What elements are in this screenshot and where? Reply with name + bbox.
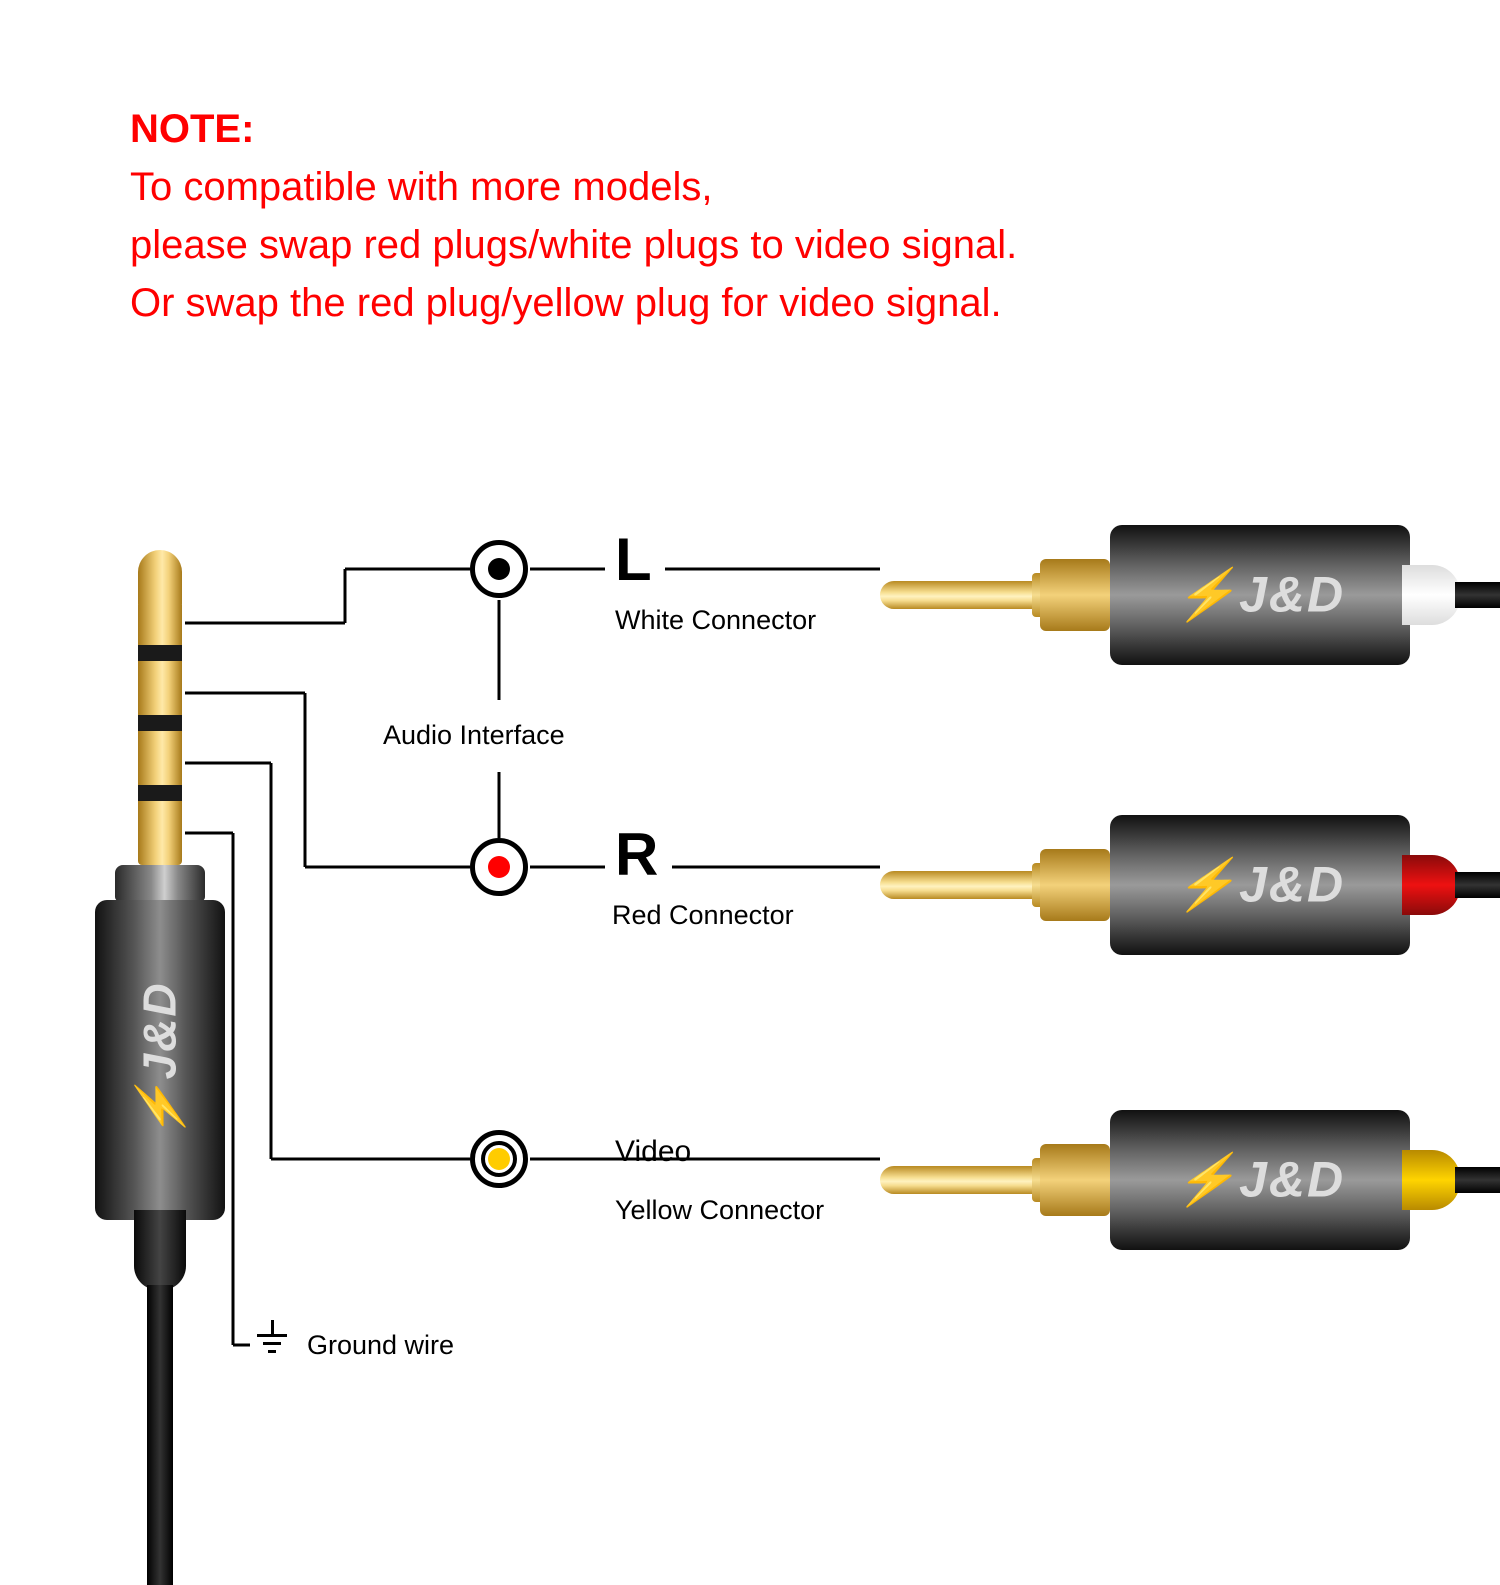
label-ground-wire: Ground wire (307, 1330, 454, 1361)
jack-shaft (138, 605, 182, 865)
jack-collar (115, 865, 205, 901)
jack-cable (147, 1285, 173, 1585)
ground-symbol-icon (253, 1320, 291, 1360)
jack-ring-3 (138, 785, 182, 801)
label-video: Video (615, 1135, 691, 1169)
note-title: NOTE: (130, 100, 1017, 158)
rca-pin-icon (880, 1166, 1040, 1194)
label-yellow-connector: Yellow Connector (615, 1195, 824, 1226)
jack-body: ⚡J&D (95, 900, 225, 1220)
right-channel-symbol-icon (470, 838, 528, 896)
rca-plug-white: ⚡J&D (880, 525, 1500, 665)
left-channel-symbol-icon (470, 540, 528, 598)
label-L: L (615, 525, 652, 594)
jack-ring-2 (138, 715, 182, 731)
brand-logo: ⚡J&D (1175, 566, 1345, 625)
rca-body: ⚡J&D (1110, 525, 1410, 665)
rca-sleeve (1040, 559, 1110, 631)
rca-pin-icon (880, 871, 1040, 899)
rca-strain-relief-white (1402, 565, 1460, 625)
rca-sleeve (1040, 1144, 1110, 1216)
note-line-3: Or swap the red plug/yellow plug for vid… (130, 274, 1017, 332)
rca-body: ⚡J&D (1110, 1110, 1410, 1250)
note-block: NOTE: To compatible with more models, pl… (130, 100, 1017, 332)
rca-sleeve (1040, 849, 1110, 921)
brand-logo: ⚡J&D (133, 981, 188, 1138)
label-red-connector: Red Connector (612, 900, 794, 931)
label-R: R (615, 820, 658, 889)
jack-ring-1 (138, 645, 182, 661)
rca-plug-red: ⚡J&D (880, 815, 1500, 955)
note-line-2: please swap red plugs/white plugs to vid… (130, 216, 1017, 274)
trrs-jack: ⚡J&D (95, 550, 225, 1310)
rca-plug-yellow: ⚡J&D (880, 1110, 1500, 1250)
jack-tip-icon (138, 550, 182, 610)
brand-logo: ⚡J&D (1175, 1151, 1345, 1210)
jack-strain-relief (134, 1210, 186, 1290)
brand-logo: ⚡J&D (1175, 856, 1345, 915)
note-line-1: To compatible with more models, (130, 158, 1017, 216)
rca-cable (1455, 582, 1500, 608)
label-white-connector: White Connector (615, 605, 816, 636)
rca-cable (1455, 1167, 1500, 1193)
rca-cable (1455, 872, 1500, 898)
video-channel-symbol-icon (470, 1130, 528, 1188)
rca-pin-icon (880, 581, 1040, 609)
rca-body: ⚡J&D (1110, 815, 1410, 955)
rca-strain-relief-yellow (1402, 1150, 1460, 1210)
label-audio-interface: Audio Interface (383, 720, 565, 751)
rca-strain-relief-red (1402, 855, 1460, 915)
